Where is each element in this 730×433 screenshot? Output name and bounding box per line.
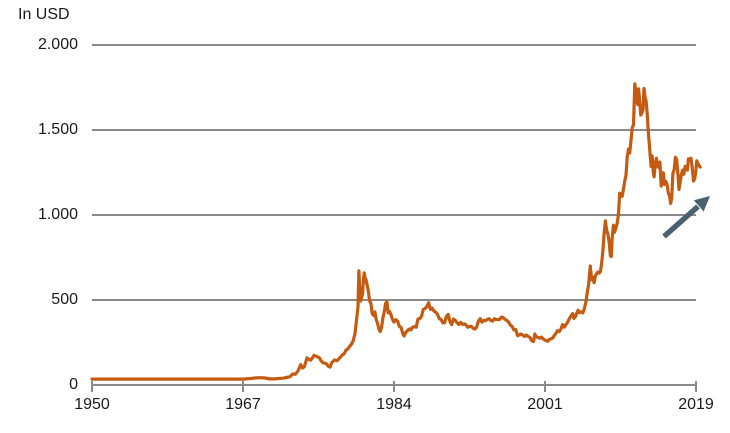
y-axis-tick-label: 2.000 xyxy=(37,36,78,53)
x-axis-ticks xyxy=(91,381,697,392)
y-axis-tick-label: 1.000 xyxy=(37,206,78,223)
price-line-series xyxy=(90,82,702,381)
x-axis-tick-label: 2019 xyxy=(678,396,714,413)
x-axis-tick-label: 1950 xyxy=(74,396,110,413)
trend-up-arrow-icon xyxy=(662,196,710,239)
x-axis-tick-label: 1967 xyxy=(225,396,261,413)
y-axis-tick-label: 0 xyxy=(69,376,78,393)
chart-title: In USD xyxy=(18,6,70,23)
x-axis-tick-label: 1984 xyxy=(376,396,412,413)
x-axis-tick-label: 2001 xyxy=(527,396,563,413)
gridlines xyxy=(92,44,696,301)
y-axis-tick-label: 1.500 xyxy=(37,121,78,138)
y-axis-tick-label: 500 xyxy=(51,291,78,308)
